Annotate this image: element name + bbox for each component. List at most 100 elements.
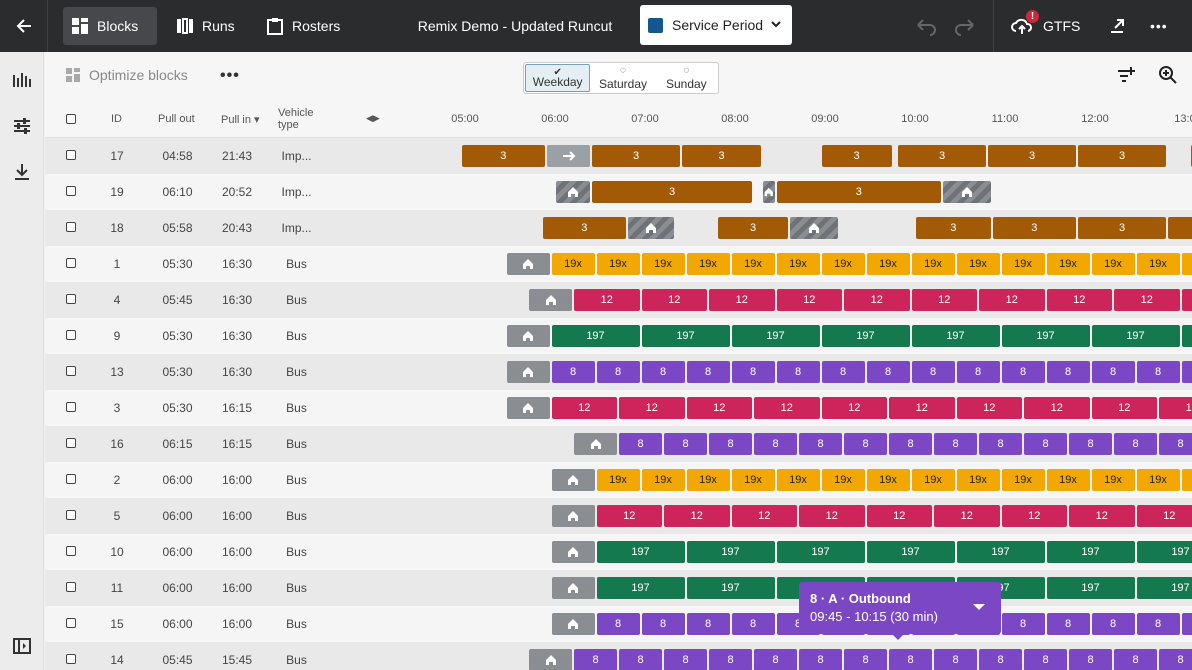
trip-segment[interactable]: 8 (1046, 361, 1090, 383)
trip-segment[interactable]: 197 (1001, 325, 1090, 347)
trip-segment[interactable]: 8 (1024, 433, 1067, 455)
trip-segment[interactable]: 8 (1046, 613, 1090, 635)
trip-segment[interactable]: 8 (574, 649, 617, 670)
trip-segment[interactable]: 8 (754, 649, 797, 670)
trip-segment[interactable]: 19x (1181, 253, 1192, 275)
trip-segment[interactable]: 8 (889, 433, 932, 455)
gtfs-button[interactable]: ! GTFS (1011, 7, 1080, 45)
trip-segment[interactable]: 8 (1114, 433, 1157, 455)
trip-segment[interactable]: 8 (1159, 433, 1192, 455)
garage-pull-segment[interactable] (506, 325, 550, 347)
garage-pull-segment[interactable] (551, 469, 595, 491)
trip-segment[interactable]: 8 (1136, 361, 1180, 383)
garage-pull-segment[interactable] (551, 613, 595, 635)
row-checkbox[interactable] (66, 510, 76, 520)
trip-segment[interactable]: 12 (1114, 289, 1180, 311)
transfer-segment[interactable] (547, 145, 590, 167)
trip-segment[interactable]: 19x (596, 469, 640, 491)
trip-segment[interactable]: 8 (979, 649, 1022, 670)
trip-segment[interactable]: 12 (889, 397, 955, 419)
trip-segment[interactable]: 3 (592, 181, 752, 203)
trip-tooltip[interactable]: 8 · A · Outbound 09:45 - 10:15 (30 min) (799, 582, 1001, 640)
trip-segment[interactable]: 19x (1181, 469, 1192, 491)
collapse-panel-button[interactable] (12, 636, 32, 656)
trip-segment[interactable]: 19x (1001, 253, 1045, 275)
row-checkbox[interactable] (66, 582, 76, 592)
trip-segment[interactable]: 8 (844, 433, 887, 455)
trip-segment[interactable]: 8 (1001, 361, 1045, 383)
trip-segment[interactable]: 3 (682, 145, 761, 167)
trip-segment[interactable]: 8 (1136, 613, 1180, 635)
trip-segment[interactable]: 8 (866, 361, 910, 383)
trip-segment[interactable]: 19x (1001, 469, 1045, 491)
nav-runs-button[interactable]: Runs (168, 7, 243, 45)
service-period-select[interactable]: Service Period (640, 5, 792, 45)
col-id[interactable]: ID (111, 113, 122, 125)
undo-button[interactable] (914, 7, 938, 45)
trip-segment[interactable]: 12 (619, 397, 685, 419)
row-checkbox[interactable] (66, 618, 76, 628)
trip-segment[interactable]: 19x (731, 253, 775, 275)
trip-segment[interactable]: 19x (1091, 469, 1135, 491)
trip-segment[interactable]: 19x (731, 469, 775, 491)
trip-segment[interactable]: 3 (592, 145, 680, 167)
row-checkbox[interactable] (66, 330, 76, 340)
trip-segment[interactable]: 197 (686, 541, 775, 563)
trip-segment[interactable]: 197 (956, 541, 1045, 563)
trip-segment[interactable]: 8 (1024, 649, 1067, 670)
trip-segment[interactable]: 197 (596, 577, 685, 599)
table-row[interactable]: 905:3016:30Bus19719719719719719719719719… (45, 318, 1192, 354)
row-checkbox[interactable] (66, 366, 76, 376)
zoom-in-button[interactable] (1158, 65, 1178, 90)
trip-segment[interactable]: 197 (1136, 541, 1192, 563)
trip-segment[interactable]: 8 (619, 649, 662, 670)
row-checkbox[interactable] (66, 258, 76, 268)
trip-segment[interactable]: 12 (1001, 505, 1067, 527)
trip-segment[interactable]: 12 (776, 289, 842, 311)
filters-button[interactable] (12, 116, 32, 136)
trip-segment[interactable]: 197 (551, 325, 640, 347)
row-checkbox[interactable] (66, 150, 76, 160)
optimize-blocks-button[interactable]: Optimize blocks (65, 67, 188, 83)
more-menu-button[interactable]: ••• (1150, 7, 1168, 45)
trip-segment[interactable]: 19x (686, 253, 730, 275)
trip-segment[interactable]: 197 (686, 577, 775, 599)
trip-segment[interactable]: 8 (709, 433, 752, 455)
garage-pull-segment[interactable] (506, 253, 550, 275)
trip-segment[interactable]: 19x (1046, 253, 1090, 275)
trip-segment[interactable]: 19x (776, 469, 820, 491)
trip-segment[interactable]: 197 (1181, 325, 1192, 347)
garage-pull-segment[interactable] (529, 289, 572, 311)
trip-segment[interactable]: 12 (979, 289, 1045, 311)
trip-segment[interactable]: 8 (1114, 649, 1157, 670)
trip-segment[interactable]: 8 (979, 433, 1022, 455)
trip-segment[interactable]: 197 (1136, 577, 1192, 599)
trip-segment[interactable]: 19x (866, 469, 910, 491)
row-checkbox[interactable] (66, 222, 76, 232)
trip-segment[interactable]: 12 (641, 289, 707, 311)
trip-segment[interactable]: 12 (754, 397, 820, 419)
trip-segment[interactable]: 19x (956, 253, 1000, 275)
trip-segment[interactable]: 3 (718, 217, 788, 239)
trip-segment[interactable]: 12 (551, 397, 617, 419)
trip-segment[interactable]: 3 (898, 145, 986, 167)
trip-segment[interactable]: 8 (664, 433, 707, 455)
row-checkbox[interactable] (66, 294, 76, 304)
trip-segment[interactable]: 12 (1069, 505, 1135, 527)
trip-segment[interactable]: 12 (1136, 505, 1192, 527)
trip-segment[interactable]: 3 (776, 181, 941, 203)
tab-saturday[interactable]: ◌ Saturday (591, 63, 654, 93)
row-checkbox[interactable] (66, 402, 76, 412)
trip-segment[interactable]: 3 (1168, 217, 1192, 239)
deadhead-segment[interactable] (943, 181, 991, 203)
trip-segment[interactable]: 197 (1046, 577, 1135, 599)
trip-segment[interactable]: 8 (821, 361, 865, 383)
trip-segment[interactable]: 12 (844, 289, 910, 311)
resize-columns-icon[interactable]: ◀▶ (366, 113, 380, 123)
trip-segment[interactable]: 3 (542, 217, 626, 239)
trip-segment[interactable]: 8 (731, 361, 775, 383)
trip-segment[interactable]: 12 (596, 505, 662, 527)
trip-segment[interactable]: 3 (1190, 145, 1192, 167)
trip-segment[interactable]: 12 (1159, 397, 1192, 419)
